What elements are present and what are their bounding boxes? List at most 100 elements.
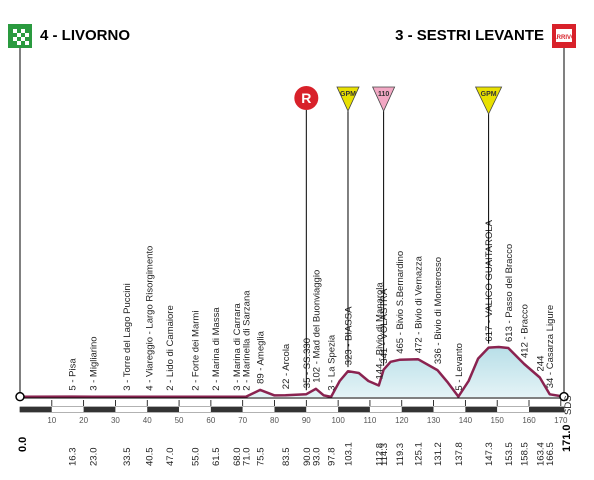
refuel-marker-icon <box>294 86 319 110</box>
poi-label: 2 - Forte dei Marmi <box>191 311 202 391</box>
poi-km-label: 97.8 <box>327 448 338 467</box>
x-tick-label: 30 <box>111 416 120 425</box>
poi-km-label: 61.5 <box>211 448 222 467</box>
finish-altitude-label: SDS <box>563 395 574 415</box>
poi-label: 412 - Bracco <box>520 304 531 358</box>
poi-km-label: 75.5 <box>256 448 267 467</box>
distance-bar-layer <box>19 406 565 413</box>
poi-km-label: 163.4 <box>535 442 546 466</box>
x-tick-label: 60 <box>206 416 215 425</box>
distance-bar-segment <box>306 407 339 412</box>
poi-km-label: 47.0 <box>165 448 176 467</box>
x-tick-label: 70 <box>238 416 247 425</box>
poi-label: 3 - Marina di Carrara <box>232 302 243 390</box>
distance-bar-segment <box>433 407 466 412</box>
x-tick-label: 10 <box>47 416 56 425</box>
poi-km-label: 125.1 <box>414 442 425 466</box>
poi-label: 102 - Mad del Buonviaggio <box>311 270 322 383</box>
poi-km-label: 147.3 <box>484 442 495 466</box>
poi-label: 5 - Levanto <box>454 343 465 391</box>
distance-bar-segment <box>338 407 370 412</box>
poi-km-label: 23.0 <box>89 448 100 467</box>
distance-bar-segment <box>497 407 530 412</box>
x-tick-label: 110 <box>364 416 377 425</box>
poi-km-label: 114.3 <box>379 443 390 466</box>
gpm-marker-icon <box>474 86 503 115</box>
poi-km-label: 16.3 <box>67 448 78 467</box>
x-tick-label: 130 <box>427 416 441 425</box>
distance-bar-segment <box>83 407 116 412</box>
poi-km-label: 90.0 <box>302 448 313 467</box>
finish-town-label: 3 - SESTRI LEVANTE <box>395 27 544 44</box>
poi-km-label: 131.2 <box>433 442 444 466</box>
poi-km-label: 153.5 <box>504 442 515 466</box>
poi-label: 613 - Passo del Bracco <box>504 244 515 342</box>
poi-label: 89 - Ameglia <box>256 330 267 384</box>
poi-km-label: 33.5 <box>122 448 133 467</box>
distance-bar-segment <box>529 407 564 412</box>
x-tick-label: 100 <box>331 416 345 425</box>
finish-km-label: 171.0 <box>561 424 573 452</box>
poi-km-label: 158.5 <box>520 442 531 466</box>
poi-label: 3 - Migliarino <box>89 336 100 390</box>
poi-label: 465 - Bivio S.Bernardino <box>395 251 406 354</box>
poi-label: 4 - Viareggio - Largo Risorgimento <box>144 246 155 391</box>
poi-label: 22 - Arcola <box>281 343 292 389</box>
tick-layer: 10 20 30 40 50 60 70 80 90 100 110 120 130 140 150 160 1… <box>47 400 568 425</box>
poi-label: 472 - Bivio di Vernazza <box>414 255 425 353</box>
distance-bar-segment <box>147 407 180 412</box>
x-tick-label: 150 <box>491 416 505 425</box>
poi-label: 2 - Marina di Massa <box>211 307 222 391</box>
poi-label: 144 - Bivio di Manarola <box>374 282 385 380</box>
poi-km-label: 40.5 <box>144 448 155 467</box>
svg-text:ARRIVO: ARRIVO <box>552 35 576 41</box>
distance-bar-segment <box>179 407 211 412</box>
sprint-marker-text: 110 <box>378 91 389 98</box>
profile-area <box>20 347 564 397</box>
x-tick-label: 40 <box>143 416 152 425</box>
poi-label: 336 - Bivio di Monterosso <box>433 257 444 364</box>
gpm-marker-icon <box>336 86 360 112</box>
x-tick-label: 160 <box>522 416 536 425</box>
poi-km-label: 93.0 <box>311 448 322 467</box>
poi-label-layer: 5 - Pisa 3 - Migliarino 3 - Torre del Lago… <box>67 219 556 390</box>
distance-bar-segment <box>242 407 275 412</box>
sprint-marker-icon <box>371 86 396 112</box>
start-town-label: 4 - LIVORNO <box>40 27 130 44</box>
x-tick-label: 120 <box>395 416 409 425</box>
poi-km-label: 166.5 <box>545 442 556 466</box>
finish-flag-icon: ARRIVO <box>552 24 576 398</box>
distance-bar-segment <box>20 407 52 412</box>
x-tick-label: 80 <box>270 416 279 425</box>
distance-bar-segment <box>369 407 402 412</box>
poi-km-label: 137.8 <box>454 442 465 466</box>
x-tick-label: 140 <box>459 416 473 425</box>
poi-label: 341 - VOLASTRA <box>379 288 390 364</box>
poi-km-label: 119.3 <box>395 443 406 466</box>
distance-bar-segment <box>274 407 307 412</box>
x-tick-label: 170 <box>554 416 568 425</box>
poi-label: 3 - La Spezia <box>327 334 338 391</box>
start-flag-icon <box>8 24 32 398</box>
poi-label: 323 - BIASSA <box>344 306 355 365</box>
poi-label: 5 - Pisa <box>67 358 78 391</box>
start-km-label: 0.0 <box>17 437 29 452</box>
refuel-marker-text: R <box>301 90 311 106</box>
poi-km-label: 112.8 <box>374 443 385 466</box>
profile-area-layer <box>15 345 569 402</box>
gpm-marker-text: GPM <box>481 91 497 98</box>
poi-label: 35 - SS.330 <box>302 338 313 388</box>
poi-label: 34 - Casarza Ligure <box>545 305 556 388</box>
x-tick-label: 90 <box>302 416 311 425</box>
x-tick-label: 50 <box>175 416 184 425</box>
poi-label: 617 - VALICO GUAITAROLA <box>484 219 495 341</box>
gpm-marker-text: GPM <box>340 91 356 98</box>
distance-bar-segment <box>465 407 498 412</box>
start-dot <box>15 391 25 402</box>
profile-line <box>19 345 565 399</box>
x-tick-label: 20 <box>79 416 88 425</box>
poi-km-label: 103.1 <box>344 442 355 466</box>
poi-label: 2 - Marinella di Sarzana <box>241 290 252 391</box>
